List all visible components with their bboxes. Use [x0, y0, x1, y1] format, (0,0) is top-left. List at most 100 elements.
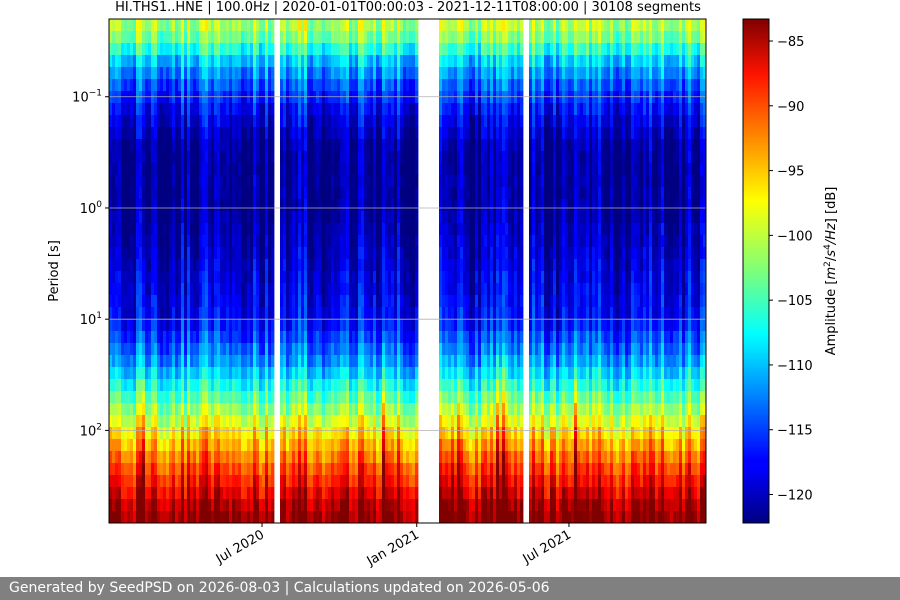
heatmap-cell: [382, 487, 386, 500]
heatmap-cell: [364, 307, 368, 320]
heatmap-cell: [406, 19, 410, 32]
heatmap-cell: [280, 451, 284, 464]
heatmap-cell: [247, 91, 251, 104]
heatmap-cell: [118, 151, 122, 164]
heatmap-cell: [217, 403, 221, 416]
heatmap-cell: [139, 367, 143, 380]
heatmap-cell: [145, 403, 149, 416]
heatmap-cell: [211, 499, 215, 512]
heatmap-cell: [232, 367, 236, 380]
heatmap-cell: [262, 487, 266, 500]
heatmap-cell: [460, 187, 464, 200]
heatmap-cell: [148, 247, 152, 260]
heatmap-cell: [463, 319, 467, 332]
heatmap-cell: [331, 163, 335, 176]
heatmap-cell: [127, 307, 131, 320]
heatmap-cell: [448, 67, 452, 80]
heatmap-cell: [337, 127, 341, 140]
heatmap-cell: [253, 379, 257, 392]
heatmap-cell: [406, 403, 410, 416]
heatmap-cell: [220, 307, 224, 320]
heatmap-cell: [235, 31, 239, 44]
heatmap-cell: [268, 259, 272, 272]
heatmap-cell: [160, 307, 164, 320]
heatmap-cell: [472, 367, 476, 380]
heatmap-cell: [337, 187, 341, 200]
heatmap-cell: [370, 283, 374, 296]
heatmap-cell: [310, 463, 314, 476]
heatmap-cell: [463, 163, 467, 176]
heatmap-cell: [286, 451, 290, 464]
heatmap-cell: [325, 271, 329, 284]
heatmap-cell: [109, 439, 113, 452]
heatmap-cell: [460, 151, 464, 164]
heatmap-cell: [403, 199, 407, 212]
heatmap-cell: [136, 235, 140, 248]
heatmap-cell: [328, 355, 332, 368]
heatmap-cell: [187, 211, 191, 224]
heatmap-cell: [292, 379, 296, 392]
heatmap-cell: [406, 67, 410, 80]
heatmap-cell: [124, 331, 128, 344]
heatmap-cell: [289, 343, 293, 356]
heatmap-cell: [370, 199, 374, 212]
heatmap-cell: [226, 115, 230, 128]
heatmap-cell: [469, 367, 473, 380]
heatmap-cell: [121, 451, 125, 464]
heatmap-cell: [478, 283, 482, 296]
heatmap-cell: [415, 211, 419, 224]
heatmap-cell: [124, 19, 128, 32]
heatmap-cell: [445, 343, 449, 356]
heatmap-cell: [415, 223, 419, 236]
heatmap-cell: [202, 271, 206, 284]
heatmap-cell: [487, 187, 491, 200]
heatmap-cell: [262, 403, 266, 416]
heatmap-cell: [454, 67, 458, 80]
heatmap-cell: [484, 259, 488, 272]
heatmap-cell: [292, 391, 296, 404]
heatmap-cell: [382, 127, 386, 140]
heatmap-cell: [376, 319, 380, 332]
heatmap-cell: [202, 223, 206, 236]
heatmap-cell: [457, 235, 461, 248]
heatmap-cell: [313, 211, 317, 224]
heatmap-cell: [442, 331, 446, 344]
heatmap-cell: [490, 115, 494, 128]
heatmap-cell: [268, 319, 272, 332]
heatmap-cell: [349, 187, 353, 200]
heatmap-cell: [472, 343, 476, 356]
heatmap-cell: [241, 415, 245, 428]
heatmap-cell: [298, 163, 302, 176]
heatmap-cell: [298, 391, 302, 404]
heatmap-cell: [340, 247, 344, 260]
heatmap-cell: [469, 127, 473, 140]
heatmap-cell: [367, 451, 371, 464]
heatmap-cell: [154, 79, 158, 92]
heatmap-cell: [148, 511, 152, 523]
heatmap-cell: [295, 451, 299, 464]
heatmap-cell: [412, 199, 416, 212]
heatmap-cell: [229, 223, 233, 236]
heatmap-cell: [370, 499, 374, 512]
heatmap-cell: [232, 91, 236, 104]
heatmap-cell: [334, 199, 338, 212]
heatmap-cell: [397, 103, 401, 116]
heatmap-cell: [283, 211, 287, 224]
heatmap-cell: [160, 223, 164, 236]
heatmap-cell: [391, 223, 395, 236]
heatmap-cell: [397, 211, 401, 224]
heatmap-cell: [211, 43, 215, 56]
heatmap-cell: [322, 19, 326, 32]
heatmap-cell: [238, 139, 242, 152]
heatmap-cell: [388, 295, 392, 308]
heatmap-cell: [259, 343, 263, 356]
heatmap-cell: [478, 187, 482, 200]
heatmap-cell: [160, 67, 164, 80]
heatmap-cell: [403, 511, 407, 523]
heatmap-cell: [322, 487, 326, 500]
heatmap-cell: [283, 259, 287, 272]
heatmap-cell: [319, 67, 323, 80]
heatmap-cell: [205, 151, 209, 164]
heatmap-cell: [271, 283, 275, 296]
heatmap-cell: [466, 235, 470, 248]
